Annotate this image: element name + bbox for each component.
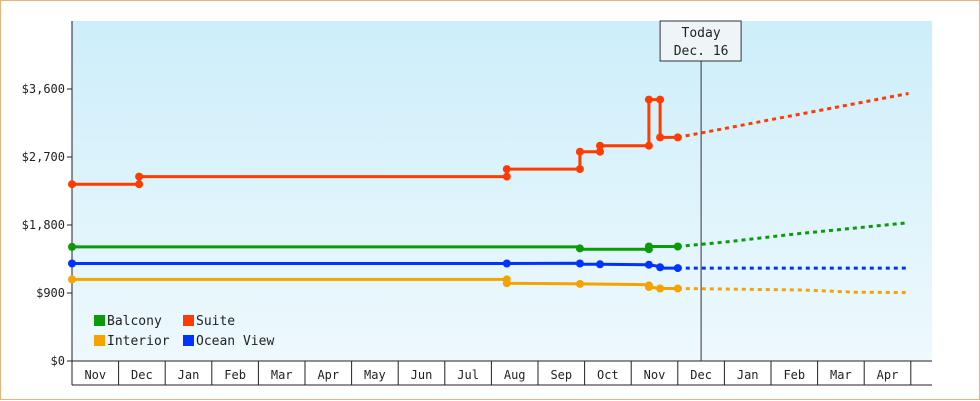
y-axis: $0 $900 $1,800 $2,700 $3,600 [22, 21, 73, 368]
legend-swatch-balcony [94, 315, 105, 326]
ocean-view-point [575, 259, 584, 268]
today-label: Today [682, 26, 721, 41]
suite-point [68, 180, 76, 189]
month-label: Jan [737, 368, 759, 382]
legend-label-balcony: Balcony [107, 314, 162, 329]
interior-point [656, 284, 665, 293]
ocean-view-point [673, 264, 682, 273]
balcony-series-line [72, 245, 678, 251]
month-label: Feb [783, 368, 805, 382]
interior-projection-line [677, 287, 909, 295]
today-date: Dec. 16 [674, 44, 729, 59]
month-label: Feb [224, 368, 246, 382]
balcony-point [673, 242, 682, 251]
plot-background [72, 21, 932, 361]
month-label: Mar [271, 368, 293, 382]
balcony-point [644, 242, 653, 251]
legend-label-suite: Suite [196, 314, 235, 329]
suite-point [673, 133, 682, 142]
y-tick-label: $900 [36, 286, 65, 300]
legend-swatch-suite [183, 315, 194, 326]
month-label: Oct [597, 368, 619, 382]
suite-point [596, 147, 604, 156]
suite-projection-line [677, 92, 909, 139]
month-label: Apr [877, 368, 899, 382]
suite-point [656, 95, 665, 104]
legend-label-ocean-view: Ocean View [196, 334, 274, 349]
interior-point [673, 284, 682, 293]
interior-point [575, 279, 584, 288]
series-lines [68, 92, 909, 295]
suite-point [575, 147, 584, 156]
suite-point [656, 133, 665, 142]
suite-point [502, 172, 511, 181]
y-tick-label: $0 [51, 354, 65, 368]
balcony-point [68, 242, 76, 251]
interior-point [644, 283, 653, 291]
suite-point [135, 172, 144, 181]
legend: Balcony Suite Interior Ocean View [94, 314, 274, 349]
today-box [659, 20, 742, 62]
suite-point [575, 165, 584, 174]
month-label: Jun [411, 368, 433, 382]
month-label: Jan [178, 368, 200, 382]
y-tick-label: $2,700 [22, 150, 65, 164]
month-label: Jul [457, 368, 479, 382]
interior-point [502, 279, 511, 288]
ocean-view-point [68, 259, 76, 268]
month-label: Dec [690, 368, 712, 382]
month-label: Mar [830, 368, 852, 382]
ocean-view-point [596, 260, 604, 269]
today-marker: Today Dec. 16 [659, 20, 742, 361]
suite-point [644, 95, 653, 104]
x-axis: Nov Dec Jan Feb Mar Apr May Jun Jul Aug Sep Oct Nov D… [71, 360, 932, 386]
suite-point [502, 165, 511, 174]
balcony-point [575, 244, 584, 253]
legend-swatch-ocean-view [183, 335, 194, 346]
month-label: May [364, 368, 386, 382]
y-tick-label: $3,600 [22, 82, 65, 96]
ocean-view-point [502, 259, 511, 268]
y-tick-label: $1,800 [22, 218, 65, 232]
month-label: Nov [644, 368, 666, 382]
suite-point [596, 141, 604, 150]
legend-label-interior: Interior [107, 334, 170, 349]
balcony-projection-line [677, 221, 909, 248]
ocean-view-point [656, 263, 665, 272]
legend-swatch-interior [94, 335, 105, 346]
ocean-view-point [644, 260, 653, 269]
suite-point [135, 180, 144, 189]
month-label: Apr [317, 368, 339, 382]
month-label: Aug [504, 368, 526, 382]
month-label: Sep [550, 368, 572, 382]
interior-point [68, 275, 76, 284]
month-label: Dec [131, 368, 153, 382]
suite-point [644, 141, 653, 150]
month-label: Nov [84, 368, 106, 382]
